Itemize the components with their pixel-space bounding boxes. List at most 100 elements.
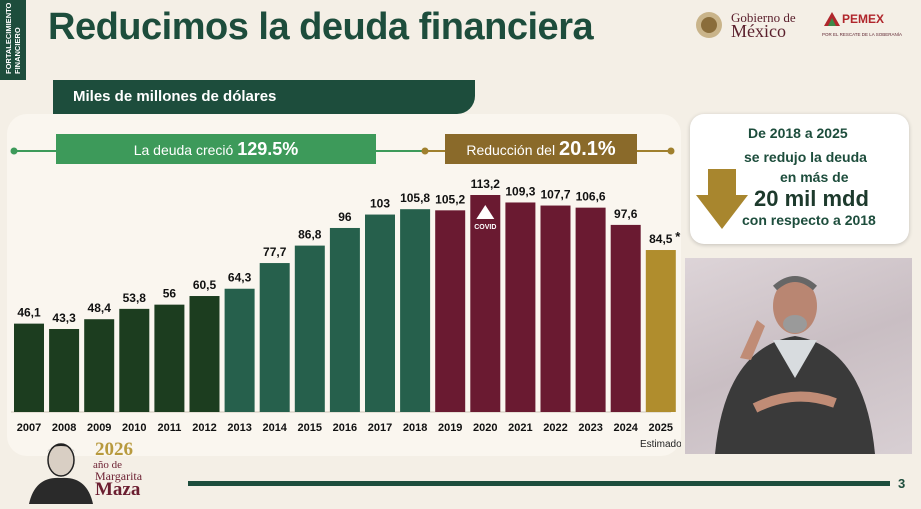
year-label-2022: 2022 (543, 422, 567, 434)
value-label-2023: 106,6 (576, 190, 606, 204)
year-label-2008: 2008 (52, 422, 76, 434)
info-line-1: De 2018 a 2025 (748, 125, 848, 141)
bar-2023 (575, 207, 606, 412)
year-label-2009: 2009 (87, 422, 111, 434)
info-line-2: se redujo la deuda (744, 149, 867, 165)
bar-2011 (154, 304, 185, 412)
reduction-line-start-dot (421, 147, 429, 155)
year-label-2015: 2015 (298, 422, 322, 434)
year-label-2016: 2016 (333, 422, 357, 434)
anio-text: año de (93, 459, 123, 471)
page-title: Reducimos la deuda financiera (48, 6, 594, 48)
value-label-2010: 53,8 (123, 291, 147, 305)
reduction-line-end-dot (667, 147, 675, 155)
year-label-2014: 2014 (262, 422, 287, 434)
pemex-name: PEMEX (842, 12, 885, 26)
bar-2007 (14, 323, 44, 412)
value-label-2008: 43,3 (52, 311, 76, 325)
bar-2020 (470, 195, 501, 412)
debt-bar-chart: La deuda creció 129.5% Reducción del 20.1… (10, 134, 681, 450)
year-label-2013: 2013 (227, 422, 251, 434)
year-2026: 2026 (95, 439, 133, 460)
pemex-logo: PEMEX POR EL RESCATE DE LA SOBERANÍA (822, 10, 917, 40)
maza-text: Maza (95, 479, 141, 500)
bar-2012 (189, 296, 220, 412)
margarita-maza-portrait-icon (29, 443, 93, 504)
footer-divider (188, 481, 890, 486)
bar-2022 (540, 205, 571, 412)
bar-2009 (84, 319, 115, 412)
bar-2013 (224, 288, 255, 412)
sign-language-interpreter-video (685, 258, 912, 454)
bar-2018 (400, 209, 431, 412)
bar-2014 (259, 263, 290, 412)
bar-2008 (49, 328, 80, 412)
year-label-2017: 2017 (368, 422, 392, 434)
bar-2021 (505, 202, 536, 412)
value-label-2011: 56 (163, 287, 177, 301)
value-label-2012: 60,5 (193, 278, 217, 292)
reduction-label: Reducción del 20.1% (466, 138, 616, 160)
value-label-2013: 64,3 (228, 271, 252, 285)
gobierno-mexico-logo: Gobierno de México (693, 10, 813, 41)
mexico-text: México (731, 21, 786, 41)
bar-2017 (365, 214, 395, 412)
value-label-2021: 109,3 (505, 184, 535, 198)
value-label-2017: 103 (370, 197, 390, 211)
pemex-flame-icon (824, 12, 840, 26)
eagle-seal-icon (696, 12, 722, 38)
year-label-2025: 2025 (649, 422, 673, 434)
info-box: De 2018 a 2025 se redujo la deuda en más… (690, 114, 909, 244)
value-label-2009: 48,4 (88, 301, 112, 315)
year-label-2010: 2010 (122, 422, 146, 434)
year-label-2007: 2007 (17, 422, 41, 434)
bar-2024 (610, 224, 641, 412)
reduction-box (445, 134, 637, 164)
value-label-2019: 105,2 (435, 192, 465, 206)
year-label-2023: 2023 (578, 422, 602, 434)
info-line-5: con respecto a 2018 (742, 212, 876, 228)
covid-label: COVID (474, 224, 496, 231)
year-label-2024: 2024 (613, 422, 638, 434)
value-label-2016: 96 (338, 210, 352, 224)
growth-label: La deuda creció 129.5% (134, 139, 299, 159)
year-label-2011: 2011 (157, 422, 181, 434)
estimated-label: Estimado (640, 439, 681, 450)
margarita-text: Margarita (95, 469, 143, 483)
section-tab-label: FORTALECIMIENTO FINANCIERO (4, 2, 22, 74)
info-line-3: en más de (780, 169, 849, 185)
down-arrow-icon (696, 169, 748, 229)
section-tab: FORTALECIMIENTO FINANCIERO (0, 0, 26, 80)
page-number: 3 (898, 476, 906, 491)
year-label-2012: 2012 (192, 422, 216, 434)
year-label-2019: 2019 (438, 422, 462, 434)
value-label-2024: 97,6 (614, 207, 638, 221)
value-label-2018: 105,8 (400, 191, 430, 205)
gobierno-text: Gobierno de (731, 10, 796, 25)
value-label-2022: 107,7 (540, 188, 570, 202)
value-label-2014: 77,7 (263, 245, 287, 259)
interpreter-figure-icon (715, 276, 875, 454)
estimate-asterisk: * (675, 229, 681, 244)
year-label-2018: 2018 (403, 422, 427, 434)
value-label-2020: 113,2 (471, 177, 501, 191)
bar-2025 (645, 250, 676, 412)
year-label-2021: 2021 (508, 422, 532, 434)
chart-panel: La deuda creció 129.5% Reducción del 20.1… (7, 114, 681, 456)
unit-label-bar: Miles de millones de dólares (53, 80, 475, 114)
unit-label: Miles de millones de dólares (73, 88, 277, 105)
value-label-2025: 84,5 (649, 232, 673, 246)
bar-2016 (329, 227, 360, 412)
growth-line-start-dot (10, 147, 18, 155)
info-highlight: 20 mil mdd (754, 186, 869, 211)
value-label-2015: 86,8 (298, 228, 322, 242)
bar-2010 (119, 308, 150, 412)
value-label-2007: 46,1 (17, 306, 41, 320)
growth-box (56, 134, 376, 164)
margarita-maza-2026-logo: 2026 año de Margarita Maza (25, 436, 195, 506)
bar-2015 (294, 245, 325, 412)
bar-2019 (435, 210, 466, 412)
year-label-2020: 2020 (473, 422, 497, 434)
pemex-tagline: POR EL RESCATE DE LA SOBERANÍA (822, 32, 903, 37)
covid-triangle-icon (476, 205, 495, 219)
